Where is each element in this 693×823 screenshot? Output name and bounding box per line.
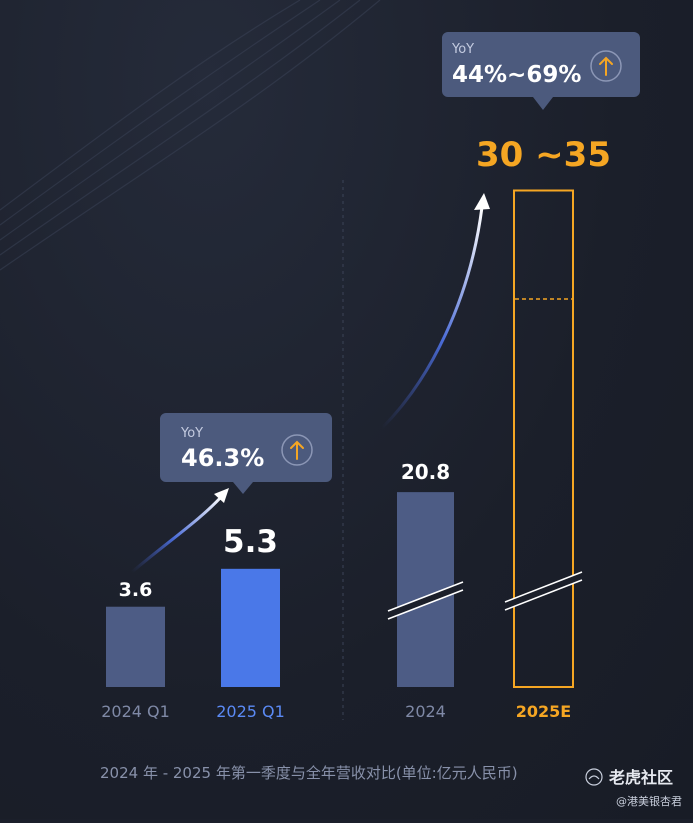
watermark-brand: 老虎社区 <box>608 768 673 787</box>
tiger-logo-icon <box>585 768 603 786</box>
value-label-2024: 20.8 <box>401 460 450 484</box>
bar-2025-q1 <box>221 568 280 687</box>
background-streaks <box>0 0 381 271</box>
value-label-2025-q1: 5.3 <box>223 524 278 560</box>
chart-caption: 2024 年 - 2025 年第一季度与全年营收对比(单位:亿元人民币) <box>100 764 518 782</box>
bar-2024-q1 <box>106 606 165 687</box>
watermark-author: @港美银杏君 <box>616 794 682 808</box>
yoy-value-quarter: 46.3% <box>181 444 264 472</box>
axis-break-2024 <box>387 581 464 620</box>
yoy-label-quarter: YoY <box>180 426 203 441</box>
growth-arrowhead-right <box>474 193 490 210</box>
tick-label-2024: 2024 <box>405 702 446 721</box>
up-arrow-circle-icon <box>590 50 622 82</box>
tick-label-2025-q1: 2025 Q1 <box>216 702 285 721</box>
yoy-value-annual: 44%~69% <box>452 62 581 88</box>
axis-break-2025e <box>504 571 583 611</box>
tick-label-2025e: 2025E <box>516 702 571 721</box>
yoy-tooltip-quarter: YoY 46.3% <box>160 413 332 494</box>
yoy-label-annual: YoY <box>451 42 474 57</box>
yoy-tooltip-annual: YoY 44%~69% <box>442 32 640 110</box>
growth-arrow-left <box>130 494 224 574</box>
up-arrow-circle-icon <box>281 434 313 466</box>
value-label-2024-q1: 3.6 <box>119 579 153 601</box>
growth-arrowhead-left <box>214 488 229 503</box>
quarter-chart: 3.6 5.3 2024 Q1 2025 Q1 YoY 46.3% <box>101 413 332 721</box>
tick-label-2024-q1: 2024 Q1 <box>101 702 170 721</box>
value-label-2025e: 30 ~35 <box>476 135 611 175</box>
growth-arrow-right <box>380 205 484 430</box>
bar-2025e-range <box>513 189 574 688</box>
watermark: 老虎社区 @港美银杏君 <box>585 768 682 808</box>
annual-chart: 20.8 30 ~35 2024 2025E YoY 44%~69% <box>380 32 640 721</box>
